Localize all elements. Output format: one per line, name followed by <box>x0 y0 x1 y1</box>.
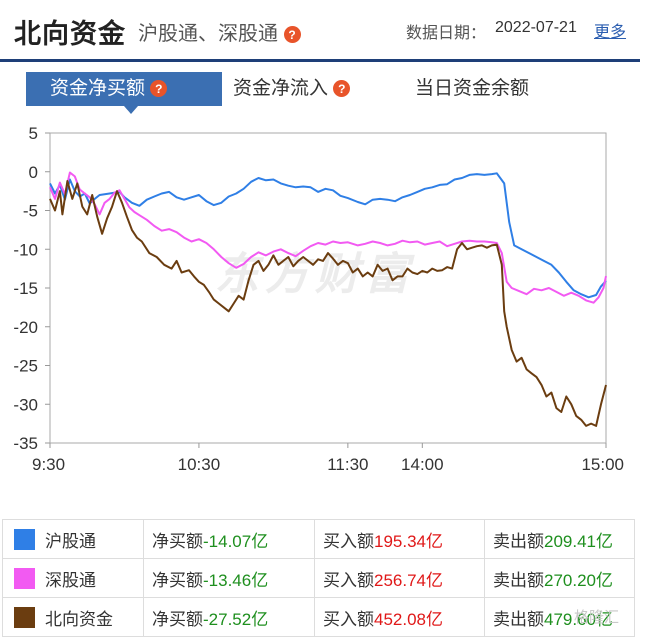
summary-row: 沪股通 净买额-14.07亿 买入额195.34亿 卖出额209.41亿 <box>2 519 635 559</box>
net-buy-cell: 净买额-14.07亿 <box>143 519 315 559</box>
legend-name: 深股通 <box>45 558 144 598</box>
tab-bar: 资金净买额 ? 资金净流入 ? 当日资金余额 <box>0 72 647 114</box>
stat-label: 净买额 <box>152 531 203 551</box>
series-line-3 <box>49 180 607 427</box>
x-tick-label: 15:00 <box>581 455 624 474</box>
y-tick-label: 0 <box>29 163 38 182</box>
stat-value: -27.52亿 <box>203 609 269 629</box>
stat-label: 卖出额 <box>493 570 544 590</box>
y-tick-label: -5 <box>23 202 38 221</box>
legend-name: 北向资金 <box>45 597 144 637</box>
subtitle-text: 沪股通、深股通 <box>138 23 278 45</box>
summary-row: 北向资金 净买额-27.52亿 买入额452.08亿 卖出额479.60亿 <box>2 597 635 637</box>
summary-row: 深股通 净买额-13.46亿 买入额256.74亿 卖出额270.20亿 <box>2 558 635 598</box>
y-tick-label: 5 <box>29 124 38 143</box>
stat-label: 卖出额 <box>493 609 544 629</box>
buy-cell: 买入额256.74亿 <box>314 558 485 598</box>
sell-cell: 卖出额270.20亿 <box>484 558 635 598</box>
legend-swatch <box>2 558 45 598</box>
series-name: 深股通 <box>45 570 96 590</box>
x-tick-label: 10:30 <box>178 455 221 474</box>
x-tick-label: 9:30 <box>32 455 65 474</box>
stat-label: 卖出额 <box>493 531 544 551</box>
buy-cell: 买入额452.08亿 <box>314 597 485 637</box>
summary-table: 沪股通 净买额-14.07亿 买入额195.34亿 卖出额209.41亿 深股通 净买额-… <box>2 519 635 637</box>
y-tick-label: -20 <box>13 318 38 337</box>
sell-cell: 卖出额209.41亿 <box>484 519 635 559</box>
x-tick-label: 14:00 <box>401 455 444 474</box>
plot-frame <box>49 132 607 444</box>
stat-label: 买入额 <box>323 531 374 551</box>
sell-cell: 卖出额479.60亿 <box>484 597 635 637</box>
tab-net-inflow[interactable]: 资金净流入 ? <box>233 72 351 106</box>
net-buy-cell: 净买额-13.46亿 <box>143 558 315 598</box>
help-icon[interactable]: ? <box>283 26 301 44</box>
stat-label: 净买额 <box>152 570 203 590</box>
line-chart: 5 0 -5 -10 -15 -20 -25 -30 -35 9:30 10:30 11:30 14:0… <box>13 124 624 474</box>
stat-value: 479.60亿 <box>544 609 613 629</box>
legend-swatch <box>2 519 45 559</box>
series-name: 沪股通 <box>45 531 96 551</box>
header-divider <box>0 59 640 62</box>
help-icon[interactable]: ? <box>150 80 168 98</box>
corner-logo: 格隆汇 <box>574 609 620 626</box>
tab-balance[interactable]: 当日资金余额 <box>415 72 529 106</box>
page-header: 北向资金 沪股通、深股通 ? 数据日期： 2022-07-21 更多 <box>0 0 647 62</box>
legend-name: 沪股通 <box>45 519 144 559</box>
y-tick-label: -25 <box>13 357 38 376</box>
chart-area: 5 0 -5 -10 -15 -20 -25 -30 -35 9:30 10:30 11:30 14:0… <box>0 120 647 480</box>
legend-swatch <box>2 597 45 637</box>
y-tick-label: -15 <box>13 279 38 298</box>
stat-value: 270.20亿 <box>544 570 613 590</box>
page-title: 北向资金 <box>14 19 126 49</box>
series-line-1 <box>49 172 607 299</box>
stat-value: -14.07亿 <box>203 531 269 551</box>
series-line-2 <box>49 171 607 304</box>
net-buy-cell: 净买额-27.52亿 <box>143 597 315 637</box>
tab-net-buy[interactable]: 资金净买额 ? <box>26 72 222 114</box>
stat-label: 买入额 <box>323 570 374 590</box>
stat-value: -13.46亿 <box>203 570 269 590</box>
stat-value: 195.34亿 <box>374 531 443 551</box>
watermark: 东方财富 <box>215 250 415 299</box>
page-subtitle: 沪股通、深股通 ? <box>138 17 301 46</box>
tab-label: 资金净买额 <box>50 78 146 99</box>
tab-label: 当日资金余额 <box>415 78 530 99</box>
stat-label: 买入额 <box>323 609 374 629</box>
stat-value: 209.41亿 <box>544 531 613 551</box>
date-label: 数据日期： <box>406 25 487 42</box>
date-value: 2022-07-21 <box>495 19 577 36</box>
stat-label: 净买额 <box>152 609 203 629</box>
tab-label: 资金净流入 <box>233 78 329 99</box>
x-tick-label: 11:30 <box>327 455 368 474</box>
y-tick-label: -10 <box>13 240 38 259</box>
stat-value: 256.74亿 <box>374 570 443 590</box>
series-name: 北向资金 <box>45 609 113 629</box>
y-tick-label: -30 <box>13 395 38 414</box>
help-icon[interactable]: ? <box>333 80 351 98</box>
stat-value: 452.08亿 <box>374 609 443 629</box>
more-link[interactable]: 更多 <box>594 24 627 41</box>
y-tick-label: -35 <box>13 434 38 453</box>
buy-cell: 买入额195.34亿 <box>314 519 485 559</box>
